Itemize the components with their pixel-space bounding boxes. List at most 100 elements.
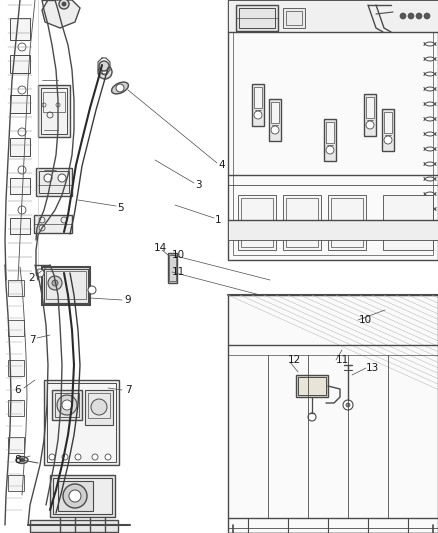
Bar [38,85,70,137]
Ellipse shape [16,456,28,464]
Bar [383,195,433,250]
Bar [324,119,336,161]
Circle shape [57,395,77,415]
Ellipse shape [112,82,128,94]
Circle shape [98,65,112,79]
Bar [228,220,438,240]
Bar [50,475,115,517]
Bar [8,475,24,491]
Text: 10: 10 [358,315,371,325]
Circle shape [99,61,109,71]
Text: 11: 11 [171,267,185,277]
Bar [228,0,438,260]
Bar [85,390,113,425]
Circle shape [116,84,124,92]
Circle shape [75,454,81,460]
Circle shape [36,269,44,277]
Bar [228,295,438,533]
Bar [8,437,24,453]
Circle shape [62,2,66,6]
Circle shape [18,206,26,214]
Circle shape [326,146,334,154]
Bar [236,5,278,31]
Circle shape [366,121,374,129]
Text: 8: 8 [15,455,21,465]
Circle shape [59,0,69,9]
Circle shape [384,136,392,144]
Bar [283,8,305,28]
Text: 12: 12 [287,355,300,365]
Bar [8,280,24,296]
Circle shape [18,166,26,174]
Bar [34,215,72,233]
Circle shape [44,174,52,182]
Bar [283,195,321,250]
Circle shape [63,484,87,508]
Circle shape [62,454,68,460]
Bar [8,400,24,416]
Bar [168,253,177,283]
Bar [39,171,69,193]
Circle shape [105,454,111,460]
Bar [10,138,30,156]
Circle shape [18,43,26,51]
Bar [10,218,30,234]
Text: 5: 5 [117,203,124,213]
Bar [10,18,30,40]
Circle shape [102,69,108,75]
Circle shape [254,111,262,119]
Bar [88,393,110,418]
Bar [331,198,363,247]
Bar [382,109,394,151]
Bar [8,320,24,336]
Bar [46,271,86,299]
Circle shape [343,400,353,410]
Bar [30,520,118,532]
Circle shape [48,276,62,290]
Bar [8,360,24,376]
Circle shape [49,454,55,460]
Bar [238,195,276,250]
Circle shape [92,454,98,460]
Circle shape [52,280,58,286]
Bar [41,88,67,134]
Text: 7: 7 [28,335,35,345]
Bar [47,383,116,462]
Bar [52,390,82,420]
Text: 2: 2 [28,273,35,283]
Text: 6: 6 [15,385,21,395]
Bar [241,198,273,247]
Circle shape [346,403,350,407]
Bar [53,478,112,514]
Bar [286,11,302,25]
Circle shape [91,399,107,415]
Circle shape [18,128,26,136]
Bar [239,8,275,28]
Circle shape [416,13,422,19]
Bar [42,267,90,305]
Circle shape [424,13,430,19]
Text: 1: 1 [215,215,221,225]
Text: 14: 14 [153,243,166,253]
Circle shape [308,413,316,421]
Circle shape [69,490,81,502]
Bar [44,269,88,303]
Bar [271,102,279,123]
Text: 3: 3 [194,180,201,190]
Bar [233,5,433,255]
Circle shape [62,400,72,410]
Bar [269,99,281,141]
Text: 4: 4 [219,160,225,170]
Bar [44,380,119,465]
Bar [286,198,318,247]
Circle shape [88,286,96,294]
Bar [58,481,93,511]
Bar [36,168,72,196]
Bar [366,97,374,118]
Circle shape [408,13,414,19]
Bar [252,84,264,126]
Bar [364,94,376,136]
Bar [43,92,65,112]
Circle shape [20,458,24,462]
Bar [326,122,334,143]
